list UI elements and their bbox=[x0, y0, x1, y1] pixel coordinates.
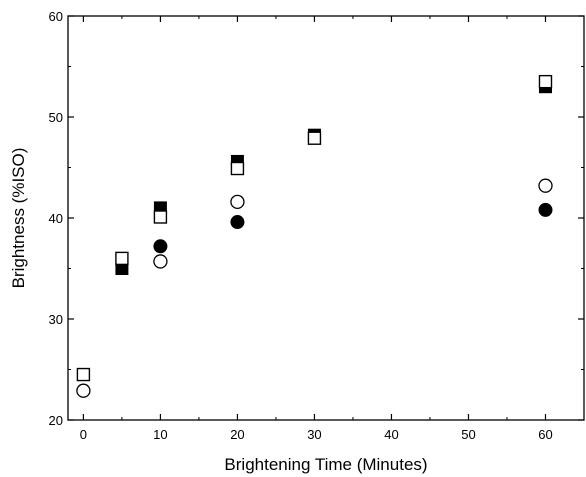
ticks: 0 10 20 30 40 50 60 20 30 40 50 60 bbox=[49, 9, 584, 442]
plot-frame bbox=[67, 15, 585, 421]
x-tick-label: 60 bbox=[538, 427, 552, 442]
axes bbox=[67, 15, 585, 421]
open-circle-marker bbox=[153, 254, 168, 269]
open-square-marker bbox=[153, 210, 168, 224]
x-tick-label: 0 bbox=[80, 427, 87, 442]
x-tick-label: 10 bbox=[153, 427, 167, 442]
y-axis-title: Brightness (%ISO) bbox=[9, 148, 28, 289]
y-tick-label: 20 bbox=[49, 413, 63, 428]
filled-circle-marker bbox=[153, 239, 168, 254]
open-square-marker bbox=[307, 131, 322, 145]
x-tick-label: 50 bbox=[461, 427, 475, 442]
x-tick-label: 40 bbox=[384, 427, 398, 442]
y-tick-label: 40 bbox=[49, 211, 63, 226]
y-tick-label: 30 bbox=[49, 312, 63, 327]
open-square-marker bbox=[538, 74, 553, 89]
open-square-marker bbox=[115, 251, 129, 266]
y-tick-label: 50 bbox=[49, 110, 63, 125]
open-circle-marker bbox=[76, 383, 91, 398]
data-points bbox=[76, 74, 553, 398]
x-tick-label: 30 bbox=[307, 427, 321, 442]
y-tick-label: 60 bbox=[49, 9, 63, 24]
open-circle-marker bbox=[230, 194, 245, 209]
x-tick-label: 20 bbox=[230, 427, 244, 442]
x-axis-title: Brightening Time (Minutes) bbox=[224, 455, 427, 474]
filled-circle-marker bbox=[230, 215, 245, 230]
open-square-marker bbox=[76, 367, 91, 382]
open-square-marker bbox=[230, 161, 245, 176]
open-circle-marker bbox=[538, 178, 553, 193]
filled-circle-marker bbox=[538, 202, 553, 217]
